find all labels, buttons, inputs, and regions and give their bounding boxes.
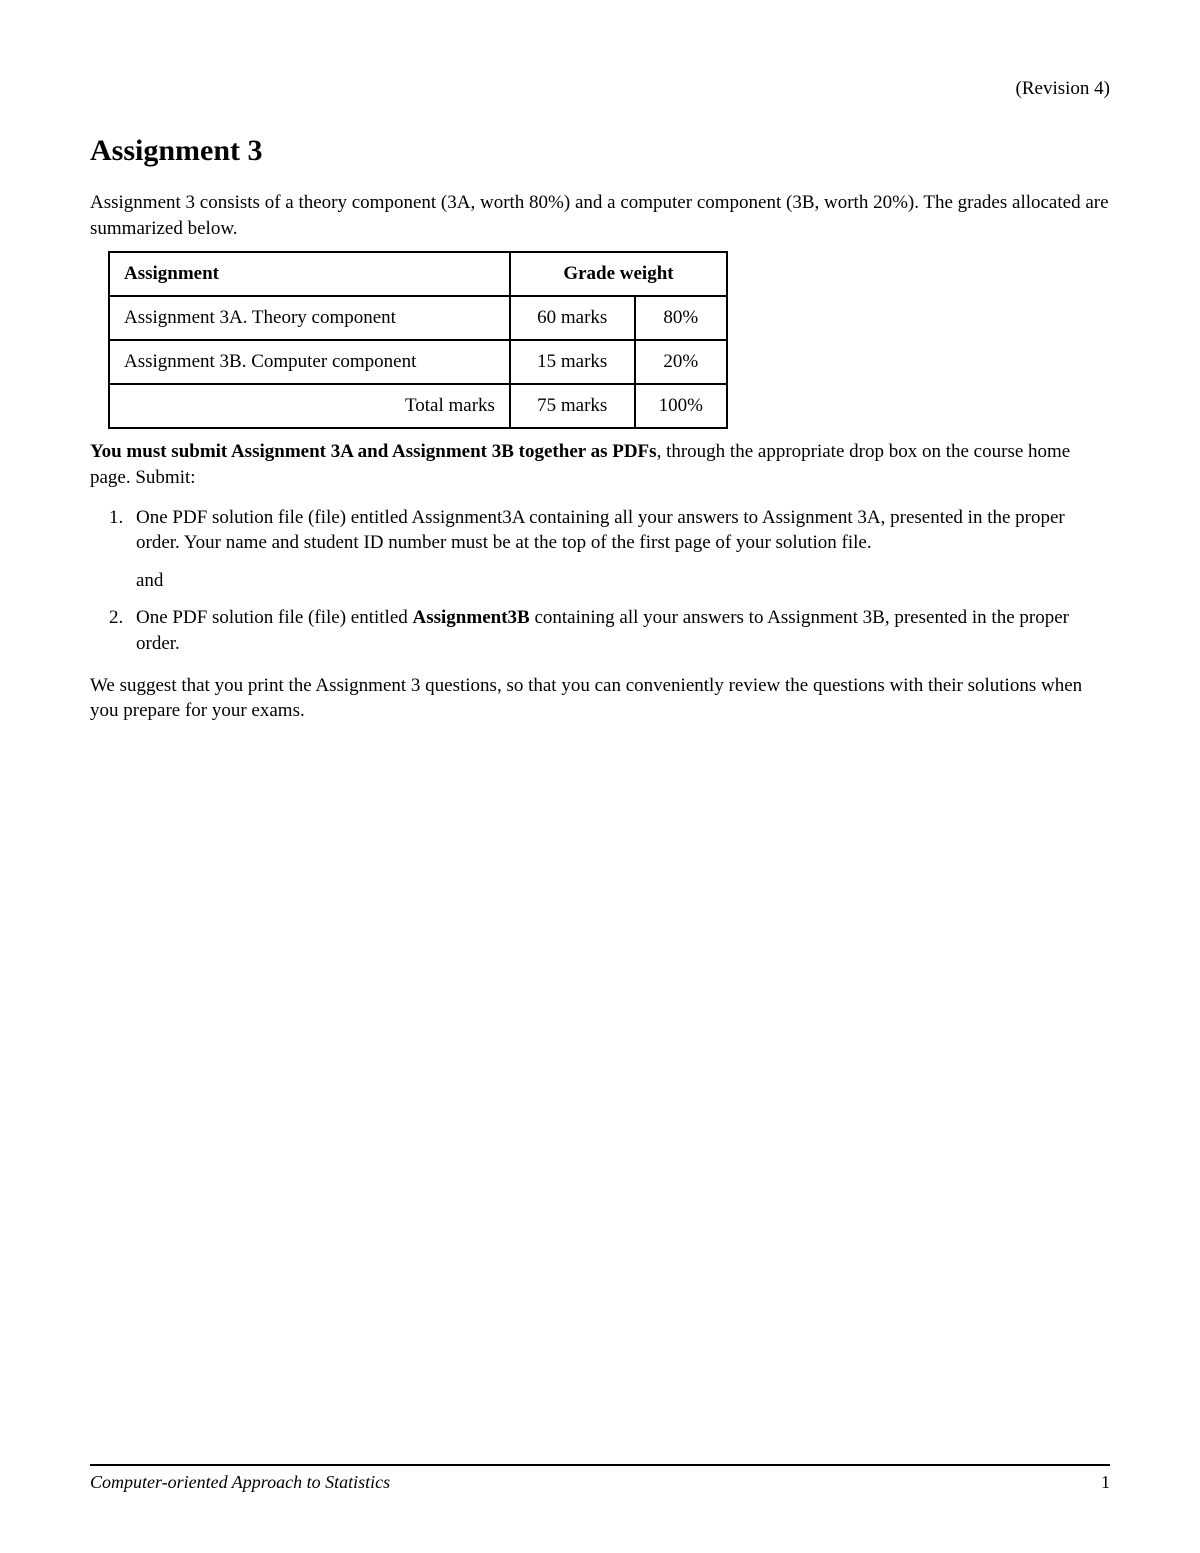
table-row-total: Total marks 75 marks 100%: [109, 384, 727, 428]
step1-and: and: [136, 568, 1110, 594]
cell-pct: 20%: [635, 340, 727, 384]
grade-table: Assignment Grade weight Assignment 3A. T…: [108, 251, 728, 429]
cell-name: Total marks: [109, 384, 510, 428]
step1-text: One PDF solution file (file) entitled As…: [136, 507, 1065, 554]
cell-name: Assignment 3B. Computer component: [109, 340, 510, 384]
list-item: One PDF solution file (file) entitled As…: [128, 505, 1110, 594]
submit-bold: You must submit Assignment 3A and Assign…: [90, 441, 657, 462]
footer-page-number: 1: [1101, 1472, 1110, 1493]
footer-title: Computer-oriented Approach to Statistics: [90, 1472, 390, 1493]
step2-pre: One PDF solution file (file) entitled: [136, 607, 413, 628]
intro-paragraph: Assignment 3 consists of a theory compon…: [90, 190, 1110, 241]
table-row: Assignment 3A. Theory component 60 marks…: [109, 296, 727, 340]
cell-name: Assignment 3A. Theory component: [109, 296, 510, 340]
col-grade-weight: Grade weight: [510, 252, 727, 296]
cell-pct: 100%: [635, 384, 727, 428]
list-item: One PDF solution file (file) entitled As…: [128, 605, 1110, 656]
cell-pct: 80%: [635, 296, 727, 340]
cell-marks: 75 marks: [510, 384, 635, 428]
revision-label: (Revision 4): [90, 78, 1110, 100]
page-title: Assignment 3: [90, 134, 1110, 168]
submit-steps: One PDF solution file (file) entitled As…: [90, 505, 1110, 657]
submit-instruction: You must submit Assignment 3A and Assign…: [90, 439, 1110, 490]
cell-marks: 15 marks: [510, 340, 635, 384]
suggest-paragraph: We suggest that you print the Assignment…: [90, 673, 1110, 724]
table-row: Assignment 3B. Computer component 15 mar…: [109, 340, 727, 384]
cell-marks: 60 marks: [510, 296, 635, 340]
page-footer: Computer-oriented Approach to Statistics…: [90, 1464, 1110, 1493]
document-page: (Revision 4) Assignment 3 Assignment 3 c…: [0, 0, 1200, 1553]
col-assignment: Assignment: [109, 252, 510, 296]
footer-rule: [90, 1464, 1110, 1466]
table-header-row: Assignment Grade weight: [109, 252, 727, 296]
step2-bold: Assignment3B: [413, 607, 530, 628]
footer-row: Computer-oriented Approach to Statistics…: [90, 1472, 1110, 1493]
